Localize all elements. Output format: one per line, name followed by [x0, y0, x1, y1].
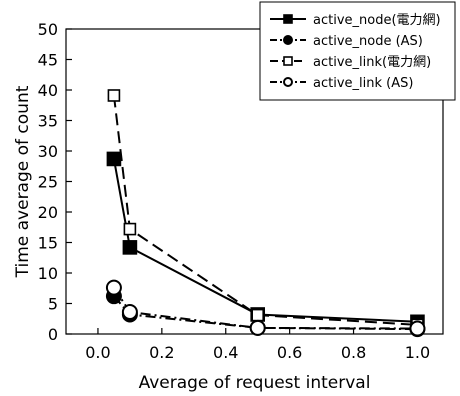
x-axis: 0.0 0.2 0.4 0.6 0.8 1.0 [85, 328, 430, 362]
x-tick-label: 0.4 [213, 343, 238, 362]
y-tick-label: 50 [38, 20, 58, 39]
data-point [106, 151, 122, 167]
data-point [283, 56, 293, 66]
y-axis-label: Time average of count [13, 85, 33, 278]
series-2 [107, 89, 424, 332]
y-tick-label: 25 [38, 173, 58, 192]
y-tick-label: 40 [38, 81, 58, 100]
x-axis-label: Average of request interval [139, 373, 371, 393]
y-tick-label: 35 [38, 112, 58, 131]
legend-label: active_node(電力網) [313, 13, 441, 28]
y-tick-label: 5 [48, 295, 58, 314]
data-point [249, 319, 266, 336]
y-axis: 0 5 10 15 20 25 30 35 40 45 50 [38, 20, 72, 344]
series-1 [105, 288, 426, 338]
data-point [122, 240, 138, 255]
legend-label: active_node (AS) [313, 34, 423, 49]
series-line [112, 95, 418, 326]
y-tick-label: 20 [38, 203, 58, 222]
data-point [123, 222, 137, 236]
data-point [121, 304, 138, 321]
y-tick-label: 15 [38, 234, 58, 253]
y-tick-label: 0 [48, 325, 58, 344]
data-point [107, 89, 121, 102]
legend: active_node(電力網) active_node (AS) active_l… [259, 1, 456, 101]
y-tick-label: 45 [38, 51, 58, 70]
x-tick-label: 0.6 [277, 343, 302, 362]
legend-label: active_link(電力網) [313, 55, 431, 70]
x-tick-label: 0.0 [85, 343, 110, 362]
x-tick-label: 0.2 [149, 343, 174, 362]
x-tick-label: 1.0 [405, 343, 430, 362]
series-3 [105, 279, 426, 337]
data-point [283, 77, 293, 87]
series-line [113, 287, 418, 330]
series-line [113, 295, 418, 331]
data-point [409, 320, 426, 337]
data-point [283, 35, 293, 45]
y-tick-label: 10 [38, 264, 58, 283]
y-tick-label: 30 [38, 142, 58, 161]
data-point [283, 14, 293, 24]
data-point [251, 308, 264, 322]
data-point [105, 279, 122, 296]
series-line [112, 158, 418, 323]
series-0 [106, 151, 425, 330]
series-layer [105, 89, 426, 338]
legend-label: active_link (AS) [313, 76, 413, 91]
x-tick-label: 0.8 [341, 343, 366, 362]
